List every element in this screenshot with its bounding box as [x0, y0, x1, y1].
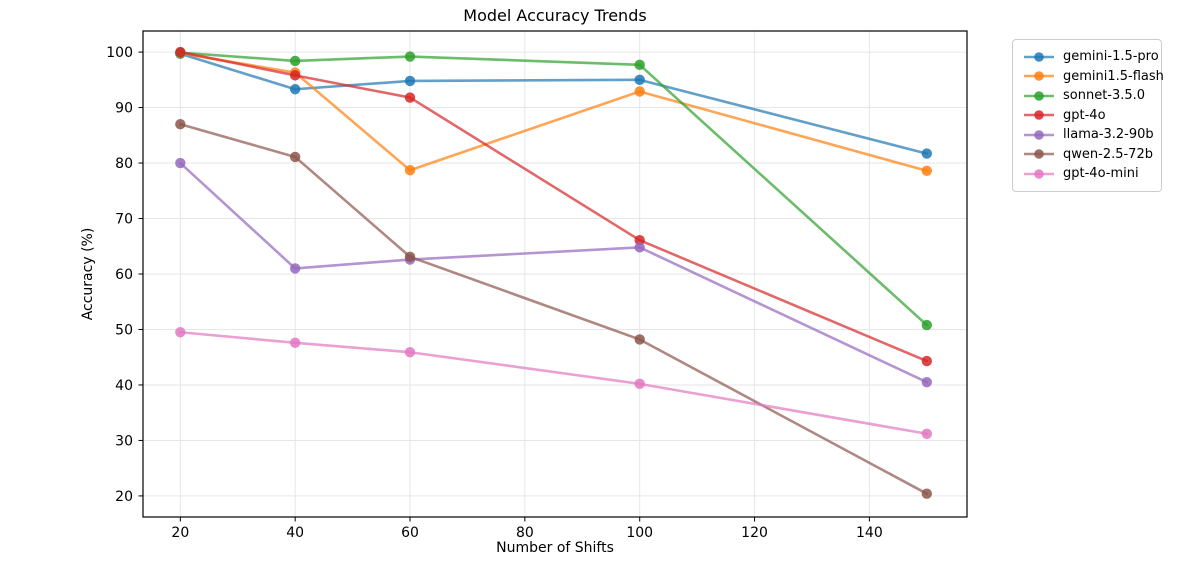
data-point-gpt-4o-mini [289, 337, 301, 348]
data-point-gpt-4o-mini [921, 428, 933, 439]
legend-line-marker-icon [1024, 51, 1054, 62]
data-point-qwen-2.5-72b [634, 334, 645, 345]
legend-item: sonnet-3.5.0 [1022, 86, 1151, 106]
data-point-gpt-4o [921, 355, 933, 367]
chart-title: Model Accuracy Trends [463, 6, 647, 25]
series-gpt-4o [175, 46, 933, 367]
x-tick-label: 40 [286, 525, 304, 541]
series-gemini1.5-flash [175, 47, 933, 177]
series-qwen-2.5-72b [175, 119, 933, 499]
data-point-llama-3.2-90b [921, 376, 933, 388]
data-point-gpt-4o [289, 70, 301, 81]
y-tick-label: 100 [106, 45, 133, 61]
data-point-gpt-4o [404, 92, 416, 103]
data-point-gemini1.5-flash [634, 86, 645, 97]
data-point-gpt-4o [175, 46, 186, 58]
legend-line-marker-icon [1024, 168, 1054, 179]
y-tick-label: 30 [115, 433, 133, 449]
data-point-qwen-2.5-72b [175, 119, 186, 130]
x-tick-label: 100 [626, 525, 653, 541]
data-point-gemini1.5-flash [921, 165, 933, 177]
legend-item: llama-3.2-90b [1022, 125, 1154, 145]
legend-item: gpt-4o-mini [1022, 164, 1151, 184]
series-gemini-1.5-pro [175, 48, 933, 159]
legend-label: sonnet-3.5.0 [1063, 88, 1146, 104]
legend-item: gemini-1.5-pro [1022, 47, 1159, 67]
legend-line-marker-icon [1024, 129, 1054, 140]
y-tick-label: 20 [115, 489, 133, 505]
data-point-gpt-4o [634, 234, 645, 246]
y-tick-label: 40 [115, 378, 133, 394]
gridlines [143, 31, 967, 517]
data-point-llama-3.2-90b [634, 242, 645, 253]
data-point-gemini-1.5-pro [289, 84, 301, 95]
y-tick-label: 90 [115, 101, 133, 117]
legend-line-marker-icon [1024, 71, 1054, 82]
legend-line-marker-icon [1024, 149, 1054, 160]
data-point-gpt-4o-mini [404, 347, 416, 358]
legend-label: gpt-4o [1063, 107, 1106, 123]
x-tick-label: 60 [401, 525, 419, 541]
legend-item: qwen-2.5-72b [1022, 145, 1153, 165]
legend-line-marker-icon [1024, 90, 1054, 101]
x-tick-label: 140 [856, 525, 883, 541]
series-gpt-4o-mini [175, 327, 933, 439]
x-tick-label: 80 [516, 525, 534, 541]
axis-ticks: 20 40 60 80 100 120 140 20 30 40 50 60 70 80 90 100 [106, 45, 882, 541]
data-point-gpt-4o-mini [634, 378, 645, 390]
legend-label: gemini1.5-flash [1063, 68, 1164, 84]
legend: gemini-1.5-pro gemini1.5-flash sonnet-3.5.… [1012, 39, 1164, 192]
series-llama-3.2-90b [175, 157, 933, 388]
x-tick-label: 20 [171, 525, 189, 541]
data-point-sonnet-3.5.0 [404, 51, 416, 62]
data-point-sonnet-3.5.0 [289, 55, 301, 67]
series-line-gpt-4o-mini [179, 330, 929, 436]
legend-line-marker-icon [1024, 110, 1054, 121]
legend-item: gpt-4o [1022, 106, 1151, 126]
data-point-llama-3.2-90b [289, 263, 301, 274]
series-line-gpt-4o [179, 50, 929, 363]
data-point-sonnet-3.5.0 [921, 319, 933, 331]
y-tick-label: 60 [115, 267, 133, 283]
legend-label: gemini-1.5-pro [1063, 49, 1159, 65]
data-point-gemini-1.5-pro [634, 74, 645, 86]
series-line-qwen-2.5-72b [179, 122, 929, 495]
y-axis-label: Accuracy (%) [80, 227, 96, 321]
legend-item: gemini1.5-flash [1022, 67, 1164, 87]
data-point-qwen-2.5-72b [404, 251, 416, 263]
x-tick-label: 120 [741, 525, 768, 541]
legend-label: gpt-4o-mini [1063, 166, 1139, 182]
data-point-gpt-4o-mini [175, 327, 186, 338]
series-sonnet-3.5.0 [175, 47, 933, 331]
y-tick-label: 80 [115, 156, 133, 172]
legend-label: llama-3.2-90b [1063, 127, 1154, 143]
data-point-gemini1.5-flash [404, 165, 416, 176]
plot-frame [142, 30, 968, 518]
data-point-gemini-1.5-pro [404, 75, 416, 87]
y-tick-label: 70 [115, 212, 133, 228]
data-point-qwen-2.5-72b [289, 151, 301, 163]
data-point-qwen-2.5-72b [921, 488, 933, 499]
y-tick-label: 50 [115, 322, 133, 338]
data-point-sonnet-3.5.0 [634, 59, 645, 71]
legend-label: qwen-2.5-72b [1063, 146, 1153, 162]
data-point-gemini-1.5-pro [921, 148, 933, 159]
data-point-llama-3.2-90b [175, 157, 186, 169]
x-axis-label: Number of Shifts [496, 540, 614, 556]
